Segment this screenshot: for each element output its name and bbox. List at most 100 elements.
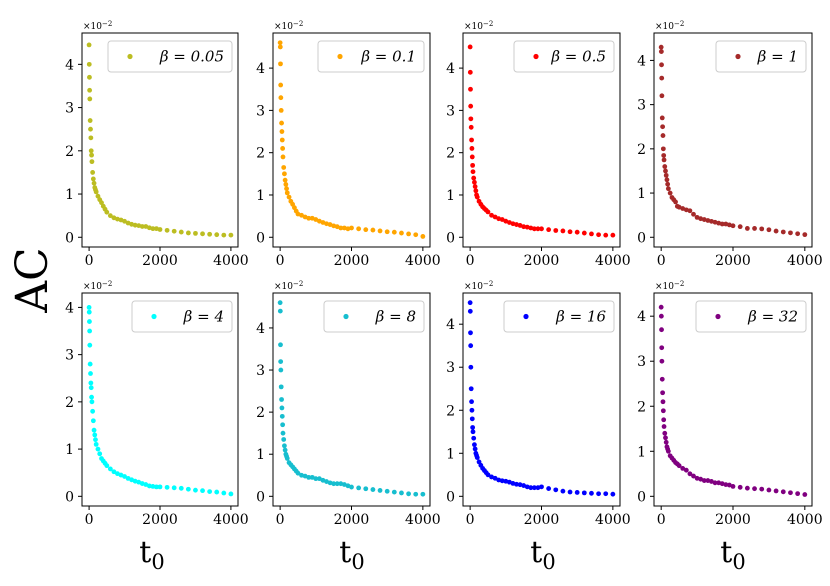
- data-point: [485, 209, 491, 215]
- data-point: [531, 226, 537, 232]
- data-point: [122, 218, 127, 224]
- data-point: [228, 232, 234, 238]
- data-point: [659, 358, 665, 364]
- data-point: [581, 490, 587, 496]
- data-point: [349, 225, 354, 231]
- y-tick-label: 3: [256, 103, 265, 119]
- data-point: [676, 463, 682, 469]
- data-point: [553, 487, 559, 493]
- legend-box: [131, 300, 233, 333]
- y-multiplier-label: ×10−2: [83, 20, 112, 32]
- y-tick-label: 0: [446, 489, 455, 505]
- x-axis-label-subscript: 0: [542, 550, 555, 574]
- data-point: [659, 75, 665, 81]
- x-tick-label: 0: [466, 512, 475, 528]
- subplot-6: 0 2000 4000 0 1 2 3 4 ×10−2 β = 8: [256, 280, 441, 528]
- data-point: [97, 451, 103, 457]
- data-point: [377, 488, 383, 493]
- data-point: [122, 474, 127, 479]
- data-point: [687, 208, 693, 214]
- data-points: [86, 42, 234, 238]
- data-point: [89, 394, 94, 400]
- data-point: [663, 172, 669, 178]
- legend-box: [695, 300, 807, 333]
- data-point: [560, 228, 566, 234]
- data-point: [546, 227, 552, 233]
- data-point: [788, 490, 793, 496]
- x-tick-label: 0: [85, 253, 94, 269]
- data-point: [193, 230, 198, 236]
- data-point: [539, 226, 544, 232]
- data-point: [356, 226, 362, 232]
- subplot-5: 0 2000 4000 0 1 2 3 4 ×10−2 β = 4: [65, 280, 249, 528]
- legend-label: β = 4: [183, 308, 224, 326]
- data-point: [214, 232, 220, 238]
- data-point: [171, 485, 177, 491]
- data-point: [185, 486, 191, 492]
- data-point: [316, 476, 322, 482]
- data-point: [295, 470, 301, 476]
- data-point: [716, 480, 722, 486]
- data-point: [277, 308, 283, 314]
- x-tick-label: 4000: [595, 512, 631, 528]
- data-point: [467, 69, 473, 75]
- data-point: [780, 229, 786, 235]
- data-point: [660, 390, 666, 396]
- data-point: [384, 229, 390, 235]
- data-point: [472, 179, 477, 185]
- data-point: [691, 473, 696, 479]
- y-tick-label: 0: [637, 489, 646, 505]
- data-point: [730, 484, 736, 489]
- y-multiplier-label: ×10−2: [83, 280, 112, 292]
- y-tick-label: 4: [256, 61, 265, 77]
- data-point: [467, 300, 473, 306]
- data-point: [698, 216, 704, 222]
- data-point: [673, 199, 678, 205]
- data-points: [277, 300, 426, 497]
- data-point: [553, 228, 559, 233]
- data-point: [193, 487, 198, 493]
- y-tick-label: 3: [446, 103, 455, 119]
- data-point: [286, 194, 292, 200]
- x-tick-label: 0: [466, 253, 475, 269]
- subplot-4: 0 2000 4000 0 1 2 3 4 ×10−2 β = 1: [637, 20, 823, 269]
- data-point: [589, 490, 594, 496]
- data-point: [279, 137, 285, 143]
- y-multiplier-label: ×10−2: [274, 280, 303, 292]
- data-point: [178, 229, 184, 235]
- x-axis-label-subscript: 0: [151, 550, 164, 574]
- y-tick-label: 2: [446, 403, 455, 419]
- data-point: [773, 228, 779, 234]
- data-point: [277, 44, 283, 50]
- data-point: [661, 417, 667, 423]
- data-point: [91, 427, 97, 433]
- data-point: [356, 485, 362, 491]
- data-point: [667, 190, 673, 196]
- y-tick-label: 1: [446, 188, 455, 204]
- data-point: [661, 157, 667, 163]
- legend-label: β = 1: [757, 48, 798, 66]
- data-point: [171, 228, 177, 234]
- x-tick-label: 4000: [787, 512, 823, 528]
- data-point: [279, 129, 285, 134]
- x-axis-label-text: t: [139, 535, 151, 570]
- x-tick-label: 2000: [524, 253, 560, 269]
- data-point: [86, 61, 92, 67]
- data-point: [280, 154, 286, 160]
- data-point: [88, 135, 94, 141]
- data-point: [705, 218, 711, 223]
- data-point: [469, 154, 475, 160]
- y-tick-label: 2: [637, 142, 646, 158]
- x-tick-label: 0: [276, 512, 285, 528]
- data-point: [683, 467, 689, 473]
- x-axis-label-text: t: [530, 535, 542, 570]
- data-point: [284, 186, 289, 192]
- data-point: [658, 304, 664, 310]
- data-point: [280, 146, 286, 151]
- legend-box: [513, 40, 615, 73]
- data-point: [363, 486, 369, 492]
- data-point: [665, 181, 671, 187]
- x-tick-label: 0: [657, 512, 666, 528]
- y-tick-label: 4: [65, 57, 74, 73]
- x-tick-label: 2000: [715, 512, 751, 528]
